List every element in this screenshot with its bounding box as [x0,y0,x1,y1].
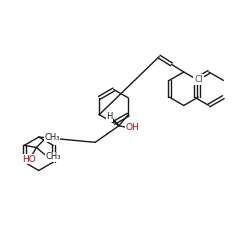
Text: OH: OH [126,124,139,132]
Text: CH₃: CH₃ [44,133,60,142]
Text: HO: HO [22,154,36,164]
Text: CH₃: CH₃ [45,152,61,161]
Text: H: H [106,112,113,121]
Text: N: N [194,74,202,85]
Text: Cl: Cl [194,75,203,84]
